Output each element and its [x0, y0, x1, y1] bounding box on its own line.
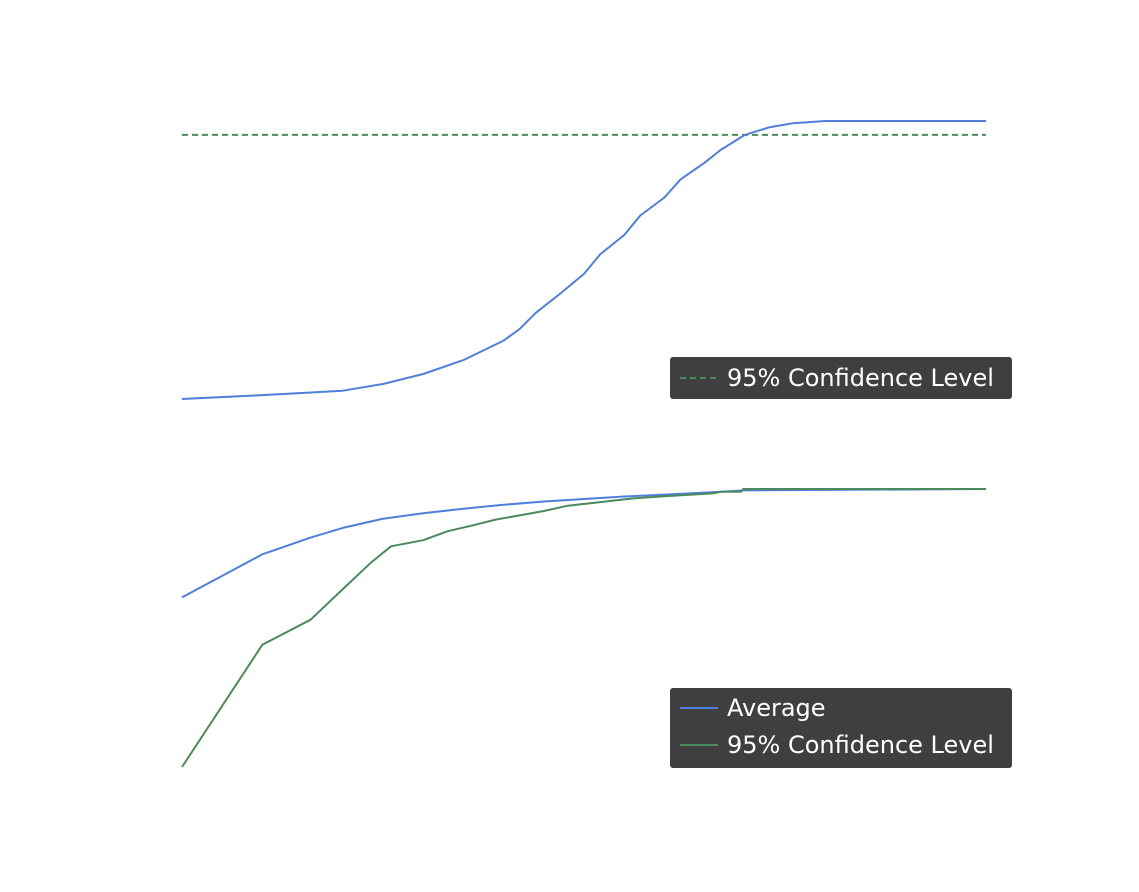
- series-line-1: [181, 488, 986, 768]
- bottom-legend-label-1: 95% Confidence Level: [727, 731, 994, 759]
- top-legend-label-0: 95% Confidence Level: [727, 364, 994, 392]
- top-panel: 95% Confidence Level: [181, 120, 1012, 400]
- bottom-legend-frame: [670, 688, 1012, 768]
- bottom-panel-lines: [181, 488, 987, 768]
- bottom-panel-legend: Average 95% Confidence Level: [670, 688, 1012, 768]
- top-panel-legend: 95% Confidence Level: [670, 357, 1012, 399]
- bottom-legend-label-0: Average: [727, 694, 826, 722]
- top-legend-frame: [670, 357, 1012, 399]
- series-line-0: [181, 488, 987, 599]
- bottom-panel: Average 95% Confidence Level: [181, 488, 1012, 768]
- top-panel-lines: [181, 120, 986, 400]
- series-line-0: [181, 120, 986, 400]
